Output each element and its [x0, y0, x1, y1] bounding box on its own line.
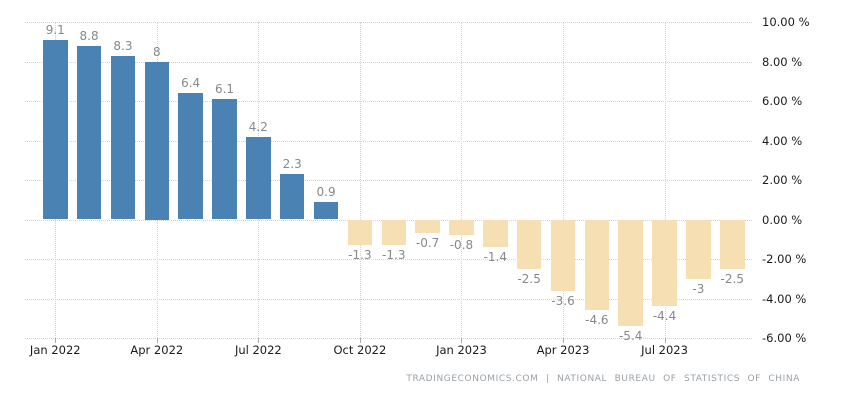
vertical-gridline	[461, 22, 463, 338]
bar-value-label: -0.7	[415, 236, 440, 251]
y-axis-tick-label: 10.00 %	[762, 15, 810, 29]
data-bar[interactable]	[43, 39, 68, 220]
horizontal-gridline	[25, 180, 752, 181]
data-bar[interactable]	[516, 219, 542, 269]
bar-value-label: -2.5	[720, 271, 744, 286]
bar-value-label: -0.8	[449, 238, 474, 253]
bar-value-label: -2.5	[517, 271, 541, 286]
x-axis-tick	[563, 338, 564, 343]
vertical-gridline	[664, 22, 666, 338]
bar-value-label: 6.4	[181, 76, 201, 91]
data-bar[interactable]	[313, 201, 339, 220]
data-bar[interactable]	[246, 136, 271, 220]
data-bar[interactable]	[76, 45, 102, 220]
data-bar[interactable]	[144, 61, 170, 220]
data-bar[interactable]	[686, 219, 711, 279]
bar-value-label: 0.9	[316, 184, 336, 199]
data-bar[interactable]	[720, 219, 745, 269]
bar-value-label: -5.4	[618, 329, 643, 344]
bar-value-label: -3	[692, 281, 705, 296]
bar-value-label: -1.3	[348, 248, 372, 263]
horizontal-gridline	[25, 101, 752, 102]
y-axis-tick-label: 0.00 %	[762, 212, 803, 227]
horizontal-gridline	[25, 22, 752, 23]
data-bar[interactable]	[584, 219, 610, 311]
x-axis-tick	[359, 338, 361, 343]
x-axis-tick-label: Oct 2022	[333, 343, 387, 357]
data-bar[interactable]	[279, 174, 305, 220]
x-axis-tick-label: Jul 2023	[641, 343, 688, 357]
horizontal-gridline	[25, 298, 752, 300]
y-axis-tick-label: -2.00 %	[762, 252, 807, 266]
data-bar[interactable]	[415, 219, 440, 234]
x-axis-tick	[258, 338, 260, 343]
y-axis-tick-label: 8.00 %	[762, 54, 803, 69]
data-bar[interactable]	[449, 219, 474, 236]
y-axis-tick-label: 4.00 %	[762, 133, 803, 148]
x-axis-tick-label: Jan 2022	[29, 343, 81, 357]
data-bar[interactable]	[178, 93, 203, 220]
bar-value-label: 8.3	[113, 38, 133, 53]
data-bar[interactable]	[652, 219, 677, 307]
data-bar[interactable]	[110, 55, 136, 220]
bar-value-label: -4.4	[652, 309, 677, 324]
y-axis-tick-label: 2.00 %	[762, 173, 803, 187]
horizontal-gridline	[25, 338, 752, 339]
data-bar[interactable]	[550, 219, 576, 291]
x-axis-tick-label: Apr 2023	[536, 343, 590, 357]
x-axis-tick-label: Jan 2023	[436, 343, 487, 357]
x-axis-tick	[55, 338, 57, 343]
bar-value-label: 9.1	[45, 22, 65, 37]
bar-value-label: 2.3	[282, 157, 302, 172]
horizontal-gridline	[25, 140, 752, 142]
x-axis-tick-label: Jul 2022	[234, 343, 282, 357]
bar-value-label: 8.8	[79, 28, 99, 43]
bar-value-label: 4.2	[248, 119, 268, 134]
x-axis-tick-label: Apr 2022	[130, 343, 184, 357]
x-axis-tick	[664, 338, 666, 343]
horizontal-gridline	[25, 61, 752, 63]
x-axis-tick	[156, 338, 158, 343]
plot-area: 9.1 8.8 8.3 8 6.4 6.1 4.2 2.3 0.9 -1.3 -1.3 -0.7 -0.…	[25, 22, 752, 343]
y-axis-tick-label: 6.00 %	[762, 94, 803, 108]
bar-value-label: -3.6	[551, 293, 575, 308]
data-bar[interactable]	[483, 219, 508, 248]
y-axis-tick-label: -4.00 %	[762, 291, 807, 306]
data-bar[interactable]	[381, 219, 406, 246]
bar-value-label: -1.3	[382, 248, 406, 263]
bar-value-label: 8	[152, 44, 161, 59]
data-bar[interactable]	[212, 99, 237, 220]
y-axis-tick-label: -6.00 %	[762, 331, 807, 345]
data-bar[interactable]	[618, 219, 643, 327]
vertical-gridline	[359, 22, 361, 338]
vertical-gridline	[563, 22, 564, 338]
data-bar[interactable]	[347, 219, 373, 246]
horizontal-gridline	[25, 259, 752, 260]
bar-value-label: -4.6	[585, 313, 609, 328]
x-axis-tick	[461, 338, 463, 343]
bar-value-label: 6.1	[214, 82, 235, 97]
attribution-text: TRADINGECONOMICS.COM | NATIONAL BUREAU O…	[406, 374, 800, 384]
bar-value-label: -1.4	[483, 250, 508, 265]
